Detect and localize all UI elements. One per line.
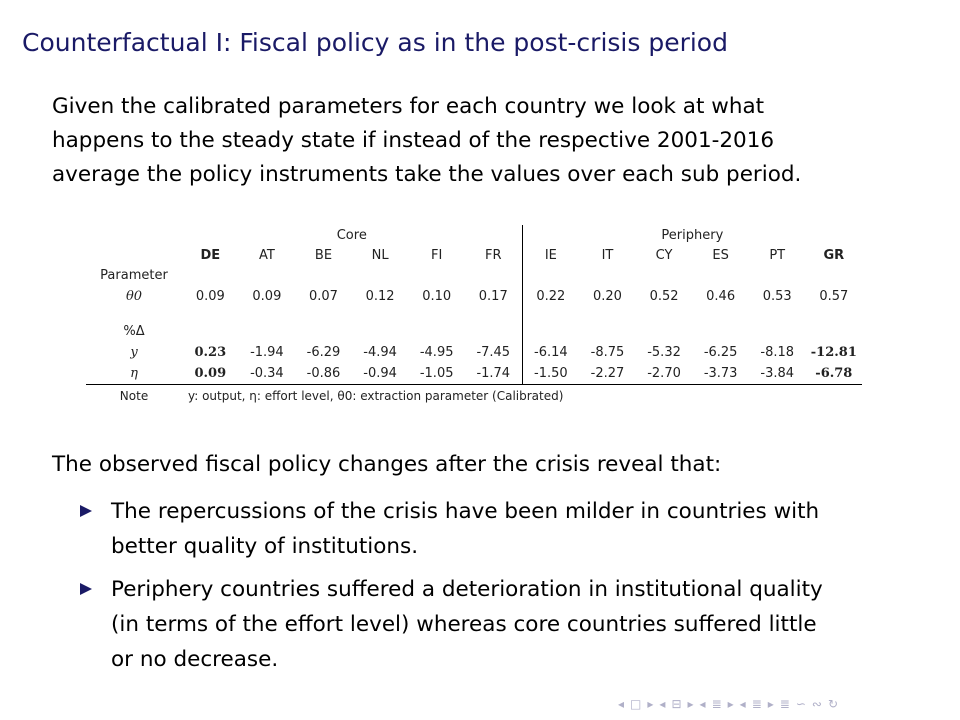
table-cell: -8.75: [590, 345, 625, 360]
table-cell: 0.23: [194, 345, 227, 360]
country-header: GR: [823, 247, 845, 263]
eta-row: η 0.09 -0.34 -0.86 -0.94 -1.05 -1.74 -1.…: [86, 363, 863, 385]
table-cell: 0.09: [182, 363, 239, 385]
table-cell: 0.17: [478, 289, 508, 304]
table-cell: -1.50: [521, 363, 580, 385]
bullet-line: (in terms of the effort level) whereas c…: [111, 612, 817, 637]
table-cell: -8.18: [760, 345, 795, 360]
country-header: IT: [601, 247, 614, 263]
table-cell: 0.07: [309, 289, 338, 304]
bullet-item: Periphery countries suffered a deteriora…: [80, 572, 920, 677]
pct-change-label: %Δ: [123, 324, 145, 339]
intro-line: Given the calibrated parameters for each…: [52, 94, 765, 119]
y-label: y: [130, 345, 138, 360]
country-header: BE: [314, 247, 333, 263]
note-row: Note y: output, η: effort level, θ0: ext…: [86, 385, 862, 408]
country-header: PT: [769, 247, 786, 263]
table-cell: -1.05: [408, 363, 465, 385]
observation-text: The observed fiscal policy changes after…: [52, 452, 722, 477]
table-cell: -3.84: [748, 363, 806, 385]
country-header: AT: [258, 247, 275, 263]
table-cell: 0.20: [592, 289, 622, 304]
nav-right-icon[interactable]: ▸: [767, 697, 774, 711]
nav-refresh-icon[interactable]: ↻: [827, 697, 839, 711]
results-table: Core Periphery DE AT BE NL FI FR IE IT C…: [86, 225, 876, 407]
table-cell: 0.09: [195, 289, 225, 304]
nav-section-icon[interactable]: ≣: [711, 697, 722, 711]
beamer-navigation-bar[interactable]: ◂ □ ▸ ◂ ⊟ ▸ ◂ ≣ ▸ ◂ ≣ ▸ ≣ ∽ ∾ ↻: [618, 697, 838, 711]
table-cell: -2.70: [635, 363, 693, 385]
table-cell: 0.52: [649, 289, 679, 304]
bullet-line: Periphery countries suffered a deteriora…: [111, 577, 823, 602]
bullet-triangle-icon: [80, 505, 92, 517]
bullet-line: The repercussions of the crisis have bee…: [111, 499, 820, 524]
table-cell: 0.09: [252, 289, 282, 304]
table-cell: 0.57: [819, 289, 849, 304]
note-label: Note: [119, 389, 149, 403]
theta-row: θ0 0.09 0.09 0.07 0.12 0.10 0.17 0.22 0.…: [86, 286, 862, 307]
group-periphery-label: Periphery: [521, 225, 863, 245]
intro-paragraph: Given the calibrated parameters for each…: [52, 90, 912, 192]
nav-frame-icon[interactable]: □: [630, 697, 642, 711]
parameter-label: Parameter: [100, 268, 168, 283]
bullet-triangle-icon: [80, 583, 92, 595]
intro-line: happens to the steady state if instead o…: [52, 128, 775, 153]
nav-right-icon[interactable]: ▸: [647, 697, 654, 711]
country-header: CY: [655, 247, 673, 263]
eta-label: η: [86, 363, 182, 385]
table-cell: -0.86: [295, 363, 352, 385]
country-header: DE: [200, 247, 221, 263]
bullet-line: better quality of institutions.: [111, 534, 419, 559]
nav-left-icon[interactable]: ◂: [699, 697, 706, 711]
table-cell: 0.12: [365, 289, 395, 304]
group-core-label: Core: [336, 227, 367, 243]
table-cell: -0.34: [238, 363, 296, 385]
table-cell: 0.22: [521, 286, 580, 307]
theta-label: θ0: [125, 289, 143, 304]
table-cell: -0.94: [351, 363, 409, 385]
note-text: y: output, η: effort level, θ0: extracti…: [188, 389, 564, 403]
nav-left-icon[interactable]: ◂: [739, 697, 746, 711]
country-header: IE: [521, 245, 580, 265]
table-cell: -7.45: [476, 345, 511, 360]
bullet-line: or no decrease.: [111, 647, 279, 672]
table-cell: -3.73: [692, 363, 749, 385]
table-cell: 0.53: [762, 289, 792, 304]
nav-right-icon[interactable]: ▸: [687, 697, 694, 711]
nav-align-icon[interactable]: ≣: [779, 697, 790, 711]
table-cell: -4.94: [363, 345, 397, 360]
country-header: FR: [485, 247, 502, 263]
table-cell: -6.29: [306, 345, 341, 360]
nav-left-icon[interactable]: ◂: [659, 697, 666, 711]
table-cell: -6.25: [703, 345, 738, 360]
country-header: NL: [371, 247, 389, 263]
table-cell: -4.95: [419, 345, 454, 360]
bullet-item: The repercussions of the crisis have bee…: [80, 494, 920, 564]
nav-section-icon[interactable]: ≣: [751, 697, 762, 711]
table-cell: -1.74: [464, 363, 523, 385]
table-cell: -12.81: [810, 345, 857, 360]
y-row: y 0.23 -1.94 -6.29 -4.94 -4.95 -7.45 -6.…: [86, 342, 862, 363]
table-cell: -6.14: [521, 342, 580, 363]
country-header: FI: [431, 247, 443, 263]
slide-title: Counterfactual I: Fiscal policy as in th…: [22, 28, 728, 57]
table-cell: -6.78: [805, 363, 863, 385]
nav-left-icon[interactable]: ◂: [618, 697, 625, 711]
table-cell: 0.46: [706, 289, 736, 304]
table-cell: 0.10: [422, 289, 452, 304]
country-header: ES: [712, 247, 729, 263]
intro-line: average the policy instruments take the …: [52, 162, 802, 187]
table-cell: -1.94: [250, 345, 284, 360]
nav-right-icon[interactable]: ▸: [727, 697, 734, 711]
country-header-row: DE AT BE NL FI FR IE IT CY ES PT GR: [86, 245, 862, 265]
bullet-list: The repercussions of the crisis have bee…: [80, 494, 920, 685]
nav-search-back-icon[interactable]: ∽: [795, 697, 806, 711]
nav-search-forward-icon[interactable]: ∾: [811, 697, 822, 711]
table-cell: -2.27: [579, 363, 636, 385]
table-cell: -5.32: [647, 345, 681, 360]
nav-subsection-icon[interactable]: ⊟: [671, 697, 682, 711]
